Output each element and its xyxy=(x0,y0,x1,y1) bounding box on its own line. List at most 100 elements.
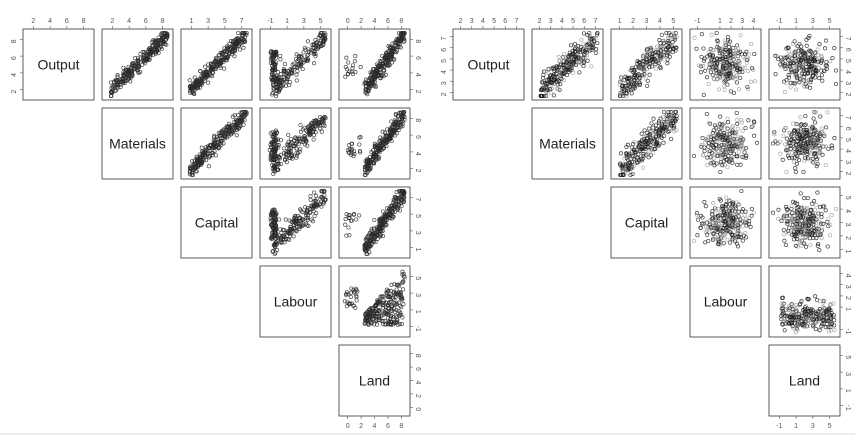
data-point xyxy=(312,203,317,208)
diagonal-panel xyxy=(259,265,332,338)
data-point xyxy=(781,133,786,139)
data-point xyxy=(305,53,310,58)
data-point xyxy=(303,139,308,144)
x-tick-label: 3 xyxy=(206,18,210,25)
data-point xyxy=(641,165,646,170)
data-point xyxy=(138,69,143,75)
data-point xyxy=(115,73,120,78)
data-point xyxy=(714,30,719,36)
data-point xyxy=(269,155,274,160)
scatter-panel xyxy=(259,28,332,101)
data-point xyxy=(353,54,358,59)
data-point xyxy=(242,112,247,117)
y-tick-label: 0 xyxy=(414,407,421,411)
data-point xyxy=(584,50,589,55)
data-point xyxy=(400,191,405,196)
data-point xyxy=(270,141,275,146)
data-point xyxy=(226,128,231,133)
data-point xyxy=(391,122,396,127)
x-tick-label: 6 xyxy=(144,18,148,25)
data-point xyxy=(808,85,813,90)
data-point xyxy=(297,136,302,141)
data-point xyxy=(362,242,367,248)
data-point xyxy=(294,136,299,142)
data-point xyxy=(745,84,750,90)
data-point xyxy=(295,151,301,156)
data-point xyxy=(224,124,229,129)
scatter-panel xyxy=(768,28,841,101)
data-point xyxy=(192,91,197,97)
data-point xyxy=(357,148,363,154)
data-point xyxy=(364,311,369,316)
data-point xyxy=(384,134,389,139)
data-point xyxy=(187,88,192,93)
data-point xyxy=(357,213,362,218)
data-point xyxy=(286,132,291,137)
data-point xyxy=(372,303,377,309)
data-point xyxy=(398,194,403,199)
data-point xyxy=(282,68,287,73)
data-point xyxy=(287,218,292,223)
data-point xyxy=(358,150,363,155)
data-point xyxy=(399,295,404,300)
data-point xyxy=(198,68,203,74)
data-point xyxy=(787,225,792,230)
data-point xyxy=(364,84,369,89)
data-point xyxy=(282,146,287,151)
data-point xyxy=(312,61,317,66)
data-point xyxy=(305,39,310,44)
data-point xyxy=(589,64,594,69)
data-point xyxy=(645,83,650,88)
data-point xyxy=(400,272,405,277)
data-point xyxy=(384,140,389,145)
data-point xyxy=(277,155,282,160)
data-point xyxy=(548,91,553,96)
data-point xyxy=(653,66,659,71)
data-point xyxy=(294,72,299,77)
data-point xyxy=(395,44,400,49)
data-point xyxy=(140,58,146,63)
data-point xyxy=(132,56,138,61)
data-point xyxy=(213,56,218,61)
data-point xyxy=(352,59,357,64)
data-point xyxy=(392,118,397,123)
scatter-panel xyxy=(610,107,683,180)
data-point xyxy=(794,87,799,92)
data-point xyxy=(824,59,829,65)
data-point xyxy=(320,189,325,194)
data-point xyxy=(398,41,403,46)
data-point xyxy=(804,43,809,48)
data-point xyxy=(144,57,150,63)
data-point xyxy=(385,127,390,132)
data-point xyxy=(386,319,391,324)
data-point xyxy=(233,38,238,43)
data-point xyxy=(811,116,816,121)
data-point xyxy=(344,55,349,60)
data-point xyxy=(673,30,678,36)
data-point xyxy=(293,213,298,218)
data-point xyxy=(384,212,389,217)
data-point xyxy=(303,47,308,52)
data-point xyxy=(377,143,382,148)
data-point xyxy=(274,89,279,94)
x-tick-label: 4 xyxy=(48,18,52,25)
data-point xyxy=(269,50,274,55)
data-point xyxy=(286,74,291,80)
data-point xyxy=(736,209,741,214)
data-point xyxy=(304,211,309,216)
y-tick-label: 7 xyxy=(414,197,421,201)
data-point xyxy=(801,78,806,83)
data-point xyxy=(669,136,674,142)
data-point xyxy=(272,220,277,225)
data-point xyxy=(718,169,723,174)
data-point xyxy=(301,50,306,55)
data-point xyxy=(298,122,303,128)
scatter-panel xyxy=(768,186,841,259)
data-point xyxy=(725,116,730,121)
data-point xyxy=(377,148,382,153)
data-point xyxy=(736,149,741,154)
data-point xyxy=(618,151,623,156)
data-point xyxy=(367,250,372,255)
data-point xyxy=(320,35,325,40)
data-point xyxy=(572,41,578,47)
